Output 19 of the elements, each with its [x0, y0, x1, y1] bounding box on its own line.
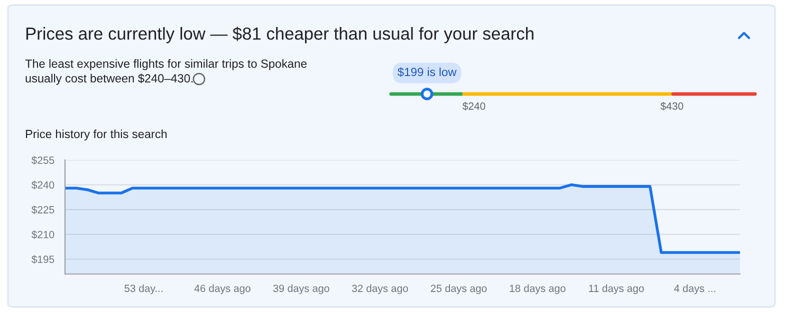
chart-title: Price history for this search [26, 130, 167, 141]
text: $199 is low [398, 67, 457, 77]
text: $240 [462, 102, 486, 110]
text: The least expensive flights for similar trips to Spokane usually cost between $240–430. [25, 59, 307, 85]
y-tick-label: $225 [32, 206, 54, 214]
x-tick-label: 18 days ago [510, 284, 566, 294]
text: $430 [660, 102, 684, 110]
x-tick-label: 4 days ... [674, 284, 716, 294]
y-tick-label: $195 [32, 255, 54, 264]
x-tick-label: 53 day... [124, 284, 162, 294]
x-tick-label: 39 days ago [273, 284, 330, 294]
y-tick-label: $210 [32, 230, 54, 239]
y-tick-label: $255 [32, 156, 54, 164]
x-tick-label: 11 days ago [589, 284, 644, 294]
text: Prices are currently low — $81 cheaper than usual for your search [26, 26, 534, 44]
x-tick-label: 46 days ago [194, 284, 250, 294]
x-tick-label: 32 days ago [352, 284, 408, 294]
x-tick-label: 25 days ago [430, 284, 487, 294]
y-tick-label: $240 [32, 180, 54, 190]
